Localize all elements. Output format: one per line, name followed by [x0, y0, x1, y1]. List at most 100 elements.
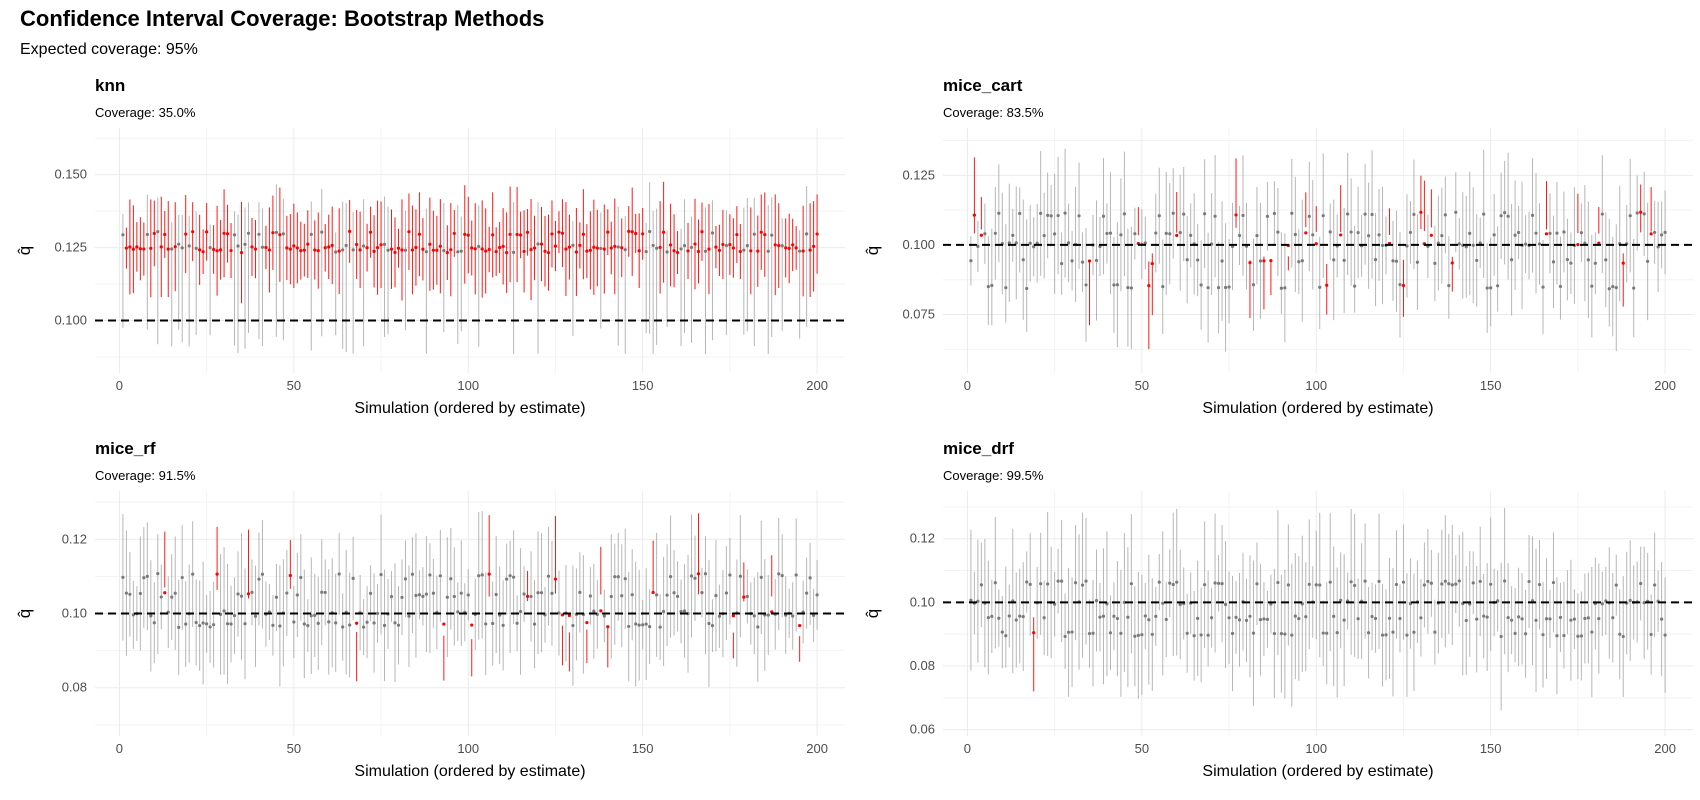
estimate-point	[1258, 259, 1263, 263]
estimate-point	[1380, 243, 1385, 248]
estimate-point	[246, 231, 251, 235]
estimate-point	[658, 625, 662, 629]
x-tick-label: 150	[632, 378, 654, 393]
estimate-point	[1632, 286, 1636, 290]
estimate-point	[466, 593, 470, 597]
estimate-point	[1161, 601, 1165, 605]
estimate-point	[1133, 634, 1137, 638]
estimate-point	[1304, 231, 1308, 235]
estimate-point	[689, 574, 694, 578]
estimate-point	[986, 284, 990, 289]
estimate-point	[773, 243, 777, 247]
estimate-point	[1206, 633, 1210, 637]
estimate-point	[728, 242, 732, 247]
estimate-point	[644, 249, 648, 254]
estimate-point	[770, 233, 774, 237]
estimate-point	[1265, 214, 1270, 218]
estimate-point	[421, 594, 425, 598]
y-tick-label: 0.150	[54, 167, 87, 182]
x-tick-label: 100	[1305, 741, 1327, 756]
estimate-point	[278, 233, 282, 237]
estimate-point	[1419, 210, 1423, 214]
estimate-point	[505, 251, 509, 255]
x-tick-label: 0	[964, 378, 971, 393]
panel-mice-rf: mice_rf Coverage: 91.5% 0 50 100 150 200 0.08…	[0, 431, 850, 796]
estimate-point	[1433, 261, 1437, 266]
estimate-point	[145, 232, 149, 237]
estimate-point	[1663, 230, 1667, 234]
estimate-point	[1185, 631, 1189, 635]
estimate-point	[344, 243, 348, 248]
estimate-point	[403, 577, 408, 581]
estimate-point	[1307, 582, 1311, 586]
x-tick-label: 200	[806, 741, 828, 756]
estimate-point	[766, 249, 770, 253]
estimate-point	[466, 233, 470, 237]
estimate-point	[721, 242, 725, 247]
estimate-point	[1297, 260, 1301, 264]
estimate-point	[1290, 211, 1294, 215]
estimate-point	[1056, 213, 1060, 218]
estimate-point	[571, 243, 575, 248]
estimate-point	[128, 245, 132, 249]
estimate-point	[805, 591, 809, 595]
estimate-point	[717, 248, 722, 252]
estimate-point	[1227, 616, 1231, 620]
estimate-point	[1471, 243, 1475, 247]
estimate-point	[239, 594, 244, 598]
estimate-point	[1122, 212, 1126, 216]
estimate-point	[1363, 579, 1367, 583]
estimate-point	[1321, 631, 1325, 635]
estimate-point	[449, 248, 453, 252]
estimate-point	[1143, 241, 1147, 245]
estimate-point	[1283, 632, 1287, 636]
estimate-point	[724, 591, 728, 595]
estimate-point	[714, 593, 718, 598]
estimate-point	[1133, 232, 1137, 236]
estimate-point	[546, 251, 551, 255]
estimate-point	[997, 211, 1001, 215]
estimate-point	[438, 244, 442, 248]
estimate-point	[522, 249, 526, 254]
estimate-point	[1321, 214, 1325, 218]
estimate-point	[299, 575, 303, 580]
estimate-point	[1642, 212, 1646, 216]
estimate-point	[212, 247, 216, 252]
estimate-point	[637, 249, 641, 253]
estimate-point	[578, 243, 582, 248]
estimate-point	[477, 244, 481, 249]
estimate-point	[1380, 633, 1385, 637]
estimate-point	[1628, 214, 1632, 218]
estimates	[969, 210, 1667, 291]
estimate-point	[1349, 580, 1353, 584]
estimate-point	[1129, 582, 1133, 586]
estimate-point	[1080, 583, 1085, 587]
estimate-point	[686, 249, 690, 253]
error-bars	[122, 181, 818, 355]
estimate-point	[229, 248, 233, 253]
estimate-point	[1028, 582, 1032, 586]
estimate-point	[976, 244, 980, 248]
estimate-point	[1579, 634, 1583, 638]
estimate-point	[1433, 630, 1437, 634]
estimate-point	[1429, 233, 1433, 237]
estimate-point	[494, 249, 498, 254]
estimate-point	[156, 572, 160, 576]
estimate-point	[745, 594, 749, 599]
estimate-point	[1558, 615, 1563, 620]
estimate-point	[309, 232, 313, 236]
estimate-point	[1056, 579, 1060, 583]
estimate-point	[1241, 213, 1245, 218]
estimate-point	[1332, 614, 1336, 618]
estimate-point	[260, 572, 265, 576]
estimate-point	[794, 573, 798, 577]
estimate-point	[1119, 233, 1123, 237]
estimate-point	[177, 242, 181, 246]
chart-mice-rf: 0 50 100 150 200 0.08 0.10 0.12 Simulation (orde…	[15, 491, 845, 780]
estimate-point	[1412, 212, 1416, 216]
estimate-point	[658, 245, 662, 250]
estimate-point	[253, 614, 258, 618]
estimate-point	[1621, 634, 1625, 639]
estimate-point	[1516, 230, 1521, 235]
estimate-point	[1520, 617, 1524, 621]
